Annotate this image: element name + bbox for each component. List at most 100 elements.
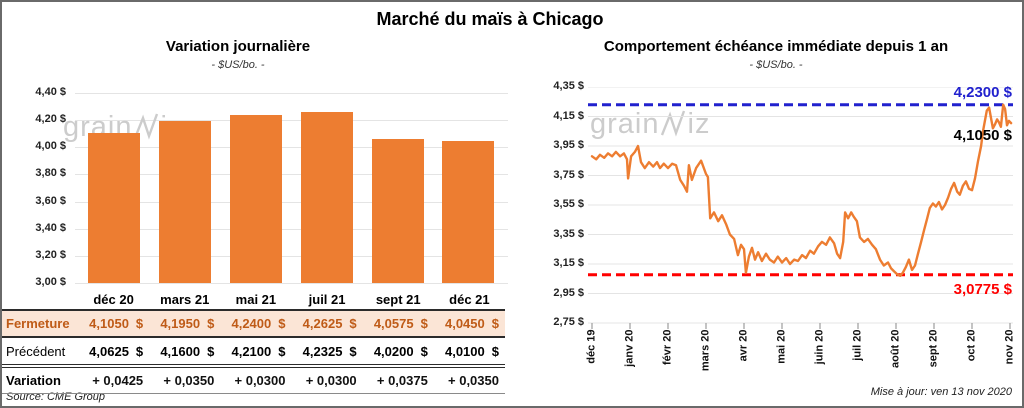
table-value: 4,1050 — [89, 316, 129, 331]
row-label-variation: Variation — [2, 368, 78, 394]
y-axis-label: 3,55 $ — [553, 198, 584, 210]
x-axis-label: août 20 — [889, 329, 902, 369]
table-column-header: déc 21 — [449, 291, 490, 307]
currency-sign: $ — [278, 316, 286, 331]
table-value: 4,2100 — [231, 343, 272, 359]
y-axis-label: 3,20 $ — [35, 248, 66, 261]
table-column-header: juil 21 — [308, 291, 346, 307]
currency-sign: $ — [207, 316, 215, 331]
table-column-header: mars 21 — [160, 291, 210, 307]
y-axis-label: 4,00 $ — [35, 140, 66, 153]
table-cell-fermeture: 4,0450 $ — [433, 309, 505, 338]
table-cell-variation: + 0,0300 — [220, 368, 292, 394]
table-cell-fermeture: 4,2625 $ — [291, 309, 363, 338]
line-chart-y-axis: 4,35 $ 4,15 $ 3,95 $ 3,75 $ 3,55 $ 3,35 $ 3,15… — [532, 0, 584, 408]
table-cell-fermeture: 4,1050 $ — [78, 309, 150, 338]
y-axis-label: 4,15 $ — [553, 109, 584, 122]
row-label-precedent: Précédent — [2, 338, 78, 368]
table-cell-fermeture: 4,1950 $ — [149, 309, 221, 338]
gridline — [75, 147, 508, 149]
contract-low-label: 3,0775 $ — [953, 281, 1012, 298]
table-value: 4,1950 — [160, 316, 201, 331]
y-axis-label: 3,75 $ — [553, 168, 584, 181]
x-axis-label: avr 20 — [737, 329, 750, 362]
gridline — [75, 201, 508, 203]
table-cell-precedent: 4,2100 $ — [220, 338, 292, 368]
table-value: + 0,0375 — [376, 373, 428, 388]
table-cell-variation: + 0,0350 — [149, 368, 221, 394]
table-column-header: sept 21 — [375, 291, 421, 307]
bar-sept-21 — [372, 139, 424, 283]
table-value: 4,0200 — [373, 343, 414, 359]
currency-sign: $ — [491, 316, 499, 331]
gridline — [75, 174, 508, 176]
x-axis-label: juin 20 — [813, 329, 826, 365]
gridline — [75, 93, 508, 94]
table-value: 4,2325 — [302, 343, 343, 359]
y-axis-label: 4,40 $ — [35, 86, 66, 98]
table-cell-variation: + 0,0300 — [291, 368, 363, 394]
currency-sign: $ — [420, 316, 428, 331]
currency-sign: $ — [135, 316, 144, 331]
line-chart-subtitle: - $US/bo. - — [749, 59, 803, 71]
currency-sign: $ — [349, 343, 357, 359]
gridline — [75, 255, 508, 257]
y-axis-label: 2,75 $ — [553, 316, 584, 328]
x-axis-label: sept 20 — [927, 329, 940, 368]
table-cell-fermeture: 4,0575 $ — [362, 309, 434, 338]
table-column-header: déc 20 — [93, 291, 134, 307]
table-cell-fermeture: 4,2400 $ — [220, 309, 292, 338]
table-cell-variation: + 0,0350 — [433, 368, 505, 394]
x-axis-label: févr 20 — [661, 329, 674, 365]
bar-déc-20 — [88, 133, 140, 283]
table-value: + 0,0300 — [305, 373, 357, 388]
bar-déc-21 — [442, 141, 494, 283]
table-value: + 0,0425 — [92, 373, 144, 388]
last-price-label: 4,1050 $ — [953, 127, 1012, 144]
table-value: 4,2400 — [231, 316, 272, 331]
table-cell-precedent: 4,0100 $ — [433, 338, 505, 368]
bar-chart-title: Variation journalière — [165, 38, 311, 55]
y-axis-label: 4,35 $ — [553, 80, 584, 92]
y-axis-label: 3,60 $ — [35, 194, 66, 207]
gridline — [75, 120, 508, 122]
currency-sign: $ — [207, 343, 215, 359]
source-note: Source: CME Group — [6, 391, 106, 403]
currency-sign: $ — [278, 343, 286, 359]
futures-table: déc 20 mars 21 mai 21 juil 21 sept 21 déc 21 F… — [2, 289, 505, 394]
watermark-zigzag-icon — [660, 110, 685, 137]
table-value: + 0,0350 — [448, 373, 499, 388]
table-value: 4,0625 — [89, 343, 129, 359]
currency-sign: $ — [491, 343, 499, 359]
table-cell-precedent: 4,0625 $ — [78, 338, 150, 368]
table-cell-variation: + 0,0375 — [362, 368, 434, 394]
price-line — [590, 103, 1013, 278]
x-axis-label: janv 20 — [623, 329, 636, 367]
y-axis-label: 3,95 $ — [553, 139, 584, 151]
x-axis-label: juil 20 — [851, 329, 864, 361]
watermark-zigzag-icon — [133, 113, 158, 140]
line-chart-title: Comportement échéance immédiate depuis 1… — [603, 38, 949, 55]
bar-chart-plot: grain iz — [63, 93, 508, 284]
table-value: + 0,0350 — [163, 373, 215, 388]
table-cell-precedent: 4,0200 $ — [362, 338, 434, 368]
table-value: + 0,0300 — [234, 373, 286, 388]
bar-juil-21 — [301, 111, 353, 283]
contract-high-label: 4,2300 $ — [953, 84, 1012, 101]
table-value: 4,1600 — [160, 343, 201, 359]
row-label-fermeture: Fermeture — [2, 309, 78, 338]
currency-sign: $ — [135, 343, 144, 359]
bar-chart-subtitle: - $US/bo. - — [211, 59, 265, 71]
price-line-svg — [588, 87, 1013, 329]
line-chart-plot: grain iz — [588, 87, 1013, 331]
updated-note: Mise à jour: ven 13 nov 2020 — [870, 386, 1012, 398]
y-axis-label: 3,80 $ — [35, 167, 66, 180]
x-axis-label: nov 20 — [1003, 329, 1016, 365]
x-axis-label: oct 20 — [965, 329, 978, 362]
page-title: Marché du maïs à Chicago — [376, 9, 604, 29]
table-value: 4,0575 — [373, 316, 414, 331]
bar-mars-21 — [159, 120, 211, 283]
table-cell-precedent: 4,1600 $ — [149, 338, 221, 368]
bar-mai-21 — [230, 114, 282, 283]
